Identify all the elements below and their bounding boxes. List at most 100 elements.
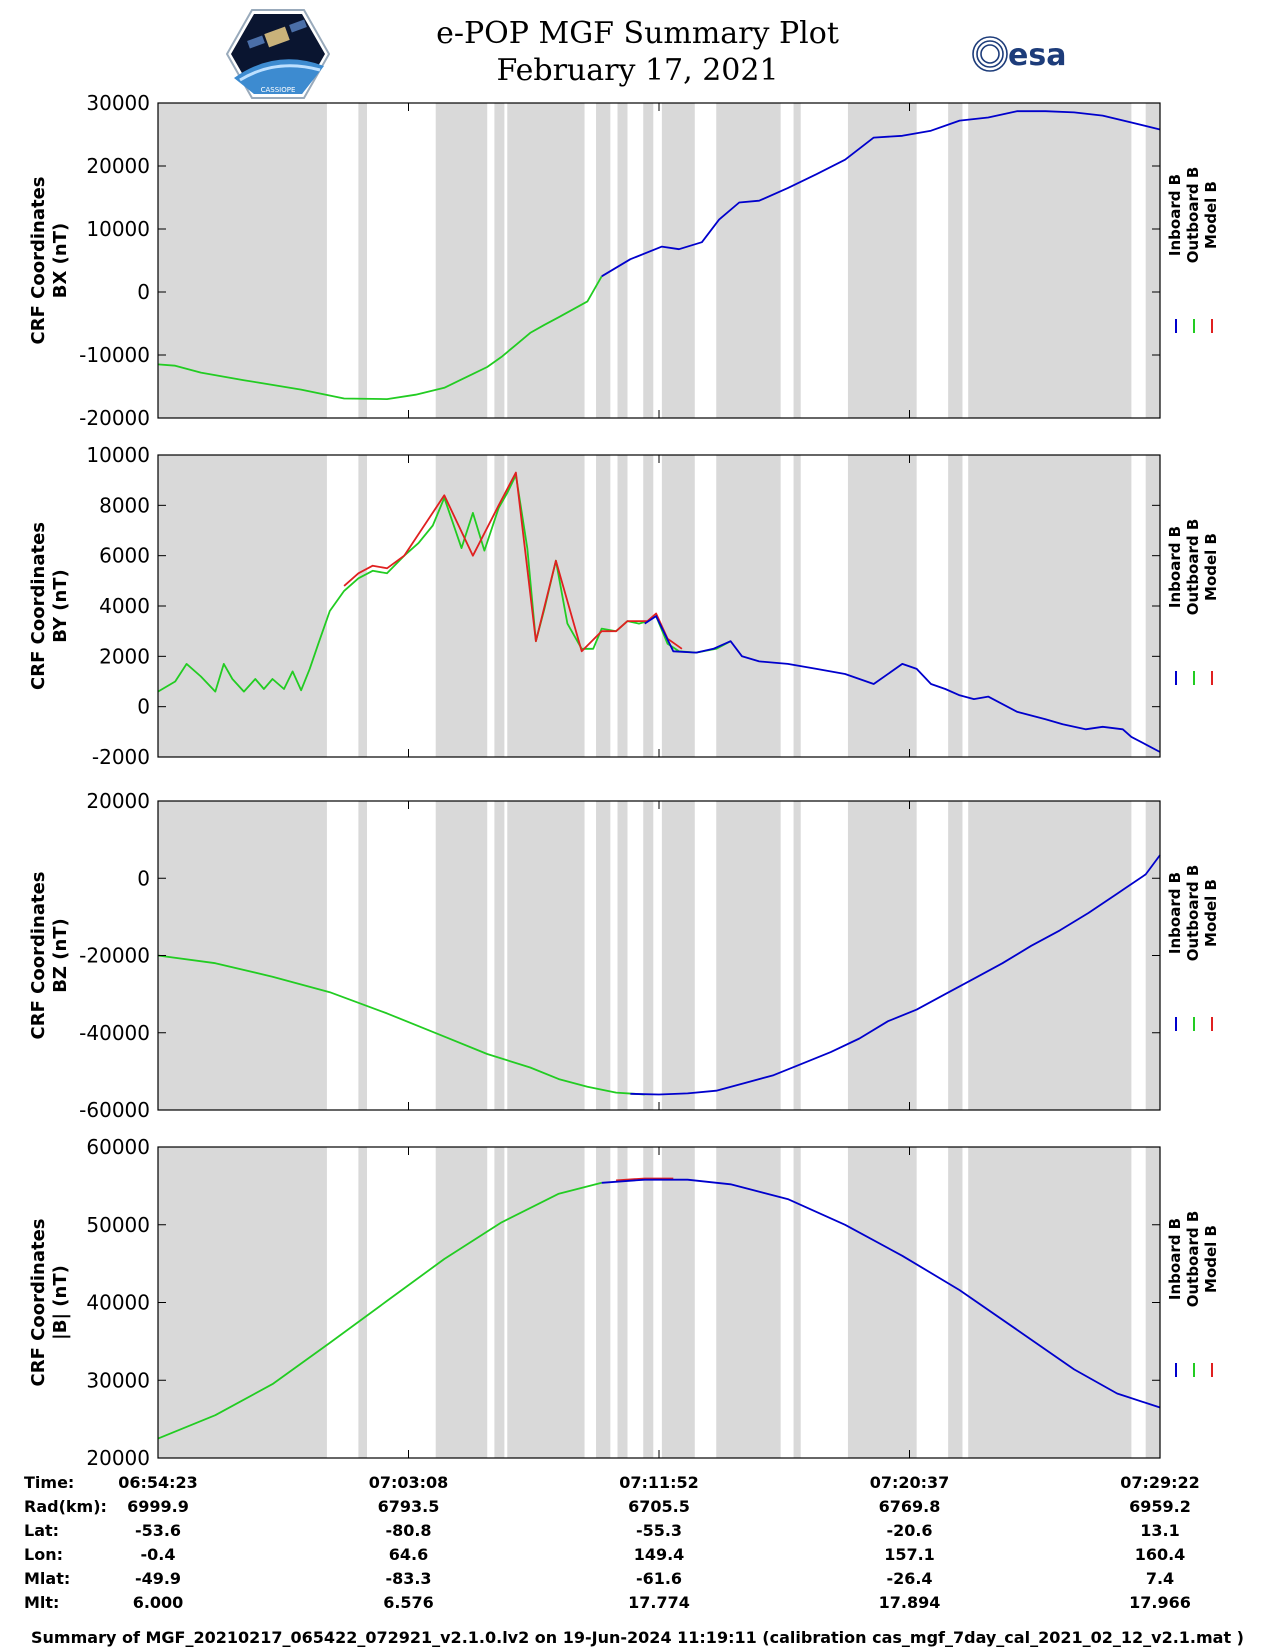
shaded-interval — [435, 103, 488, 418]
shaded-interval — [661, 801, 695, 1110]
y-tick-label: -10000 — [79, 343, 150, 367]
shaded-interval — [948, 1147, 963, 1458]
shaded-interval — [716, 1147, 781, 1458]
y-axis-label: CRF CoordinatesBX (nT) — [28, 177, 71, 345]
shaded-interval — [435, 1147, 488, 1458]
series-line-outboard-b — [157, 954, 645, 1096]
y-tick-label: -20000 — [79, 944, 150, 968]
shaded-interval — [661, 455, 695, 757]
series-line-model-b — [616, 1177, 674, 1182]
shaded-interval — [793, 801, 801, 1110]
shaded-interval — [643, 455, 654, 757]
info-row-label: Lat: — [24, 1521, 59, 1540]
legend-label: Inboard B — [1166, 1218, 1184, 1300]
shaded-interval — [793, 455, 801, 757]
shaded-interval — [494, 1147, 505, 1458]
shaded-interval — [617, 455, 628, 757]
legend-label: Model B — [1202, 181, 1220, 249]
legend-label: Outboard B — [1184, 167, 1202, 264]
info-cell: 13.1 — [1140, 1521, 1179, 1540]
panel-4: 20000 30000 40000 50000 60000 CRF Coordinates… — [28, 1135, 1220, 1470]
info-cell: -61.6 — [636, 1569, 682, 1588]
shaded-interval — [158, 1147, 327, 1458]
shaded-interval — [968, 455, 1132, 757]
info-cell: 07:11:52 — [619, 1473, 699, 1492]
info-cell: 64.6 — [389, 1545, 428, 1564]
panel-1: -20000 -10000 0 10000 20000 30000 CRF Coordina… — [28, 91, 1220, 430]
shaded-interval — [494, 801, 505, 1110]
info-cell: 6705.5 — [628, 1497, 690, 1516]
y-tick-label: 50000 — [86, 1213, 150, 1237]
shaded-interval — [847, 455, 917, 757]
y-axis-label: CRF CoordinatesBY (nT) — [28, 522, 71, 690]
info-cell: -26.4 — [886, 1569, 932, 1588]
cassiope-logo-text: CASSIOPE — [261, 86, 296, 94]
shaded-interval — [435, 455, 488, 757]
shaded-interval — [968, 801, 1132, 1110]
info-cell: 17.774 — [628, 1593, 690, 1612]
y-tick-label: 20000 — [86, 789, 150, 813]
series-line-inboard-b — [601, 1178, 1161, 1409]
info-cell: 7.4 — [1146, 1569, 1174, 1588]
info-cell: -83.3 — [385, 1569, 431, 1588]
y-tick-label: -20000 — [79, 406, 150, 430]
info-row-label: Time: — [24, 1473, 74, 1492]
cassiope-mission-logo: CASSIOPE — [226, 9, 330, 99]
y-tick-label: 20000 — [86, 154, 150, 178]
shaded-interval — [968, 1147, 1132, 1458]
info-row-label: Lon: — [24, 1545, 63, 1564]
y-axis-label: CRF Coordinates|B| (nT) — [28, 1219, 71, 1387]
panel-2: -2000 0 2000 4000 6000 8000 10000 CRF Coordinat… — [28, 443, 1220, 769]
info-cell: 07:03:08 — [369, 1473, 449, 1492]
series-line-outboard-b — [157, 1181, 602, 1440]
y-tick-label: 10000 — [86, 443, 150, 467]
legend-label: Inboard B — [1166, 872, 1184, 954]
y-tick-label: 8000 — [99, 493, 150, 517]
info-cell: 149.4 — [634, 1545, 685, 1564]
legend-label: Outboard B — [1184, 1211, 1202, 1308]
shaded-interval — [661, 1147, 695, 1458]
shaded-interval — [494, 455, 505, 757]
shaded-interval — [617, 1147, 628, 1458]
page-subtitle-date: February 17, 2021 — [496, 53, 779, 88]
page-title: e-POP MGF Summary Plot — [436, 16, 839, 51]
info-cell: 6999.9 — [127, 1497, 189, 1516]
y-tick-label: 6000 — [99, 544, 150, 568]
shaded-interval — [716, 103, 781, 418]
info-cell: 6959.2 — [1129, 1497, 1191, 1516]
shaded-interval — [596, 455, 611, 757]
shaded-interval — [358, 1147, 367, 1458]
shaded-interval — [793, 1147, 801, 1458]
y-tick-label: 10000 — [86, 217, 150, 241]
shaded-interval — [617, 103, 628, 418]
shaded-interval — [643, 1147, 654, 1458]
info-cell: 17.894 — [879, 1593, 941, 1612]
series-line-inboard-b — [601, 110, 1161, 278]
series-line-outboard-b — [157, 275, 603, 401]
info-cell: 160.4 — [1135, 1545, 1186, 1564]
legend-label: Inboard B — [1166, 174, 1184, 256]
info-cell: -80.8 — [385, 1521, 431, 1540]
info-cell: 157.1 — [884, 1545, 935, 1564]
shaded-interval — [847, 103, 917, 418]
shaded-interval — [968, 103, 1132, 418]
y-tick-label: 0 — [137, 280, 150, 304]
shaded-interval — [847, 801, 917, 1110]
shaded-interval — [358, 455, 367, 757]
shaded-interval — [716, 801, 781, 1110]
shaded-interval — [596, 801, 611, 1110]
legend-label: Inboard B — [1166, 526, 1184, 608]
y-axis-label: CRF CoordinatesBZ (nT) — [28, 872, 71, 1040]
info-row-label: Mlt: — [24, 1593, 59, 1612]
shaded-interval — [158, 103, 327, 418]
shaded-interval — [661, 103, 695, 418]
shaded-interval — [617, 801, 628, 1110]
shaded-interval — [507, 103, 585, 418]
legend-label: Model B — [1202, 879, 1220, 947]
legend-label: Outboard B — [1184, 865, 1202, 962]
y-tick-label: 40000 — [86, 1291, 150, 1315]
y-tick-label: -60000 — [79, 1098, 150, 1122]
info-cell: -53.6 — [135, 1521, 181, 1540]
shaded-interval — [948, 103, 963, 418]
